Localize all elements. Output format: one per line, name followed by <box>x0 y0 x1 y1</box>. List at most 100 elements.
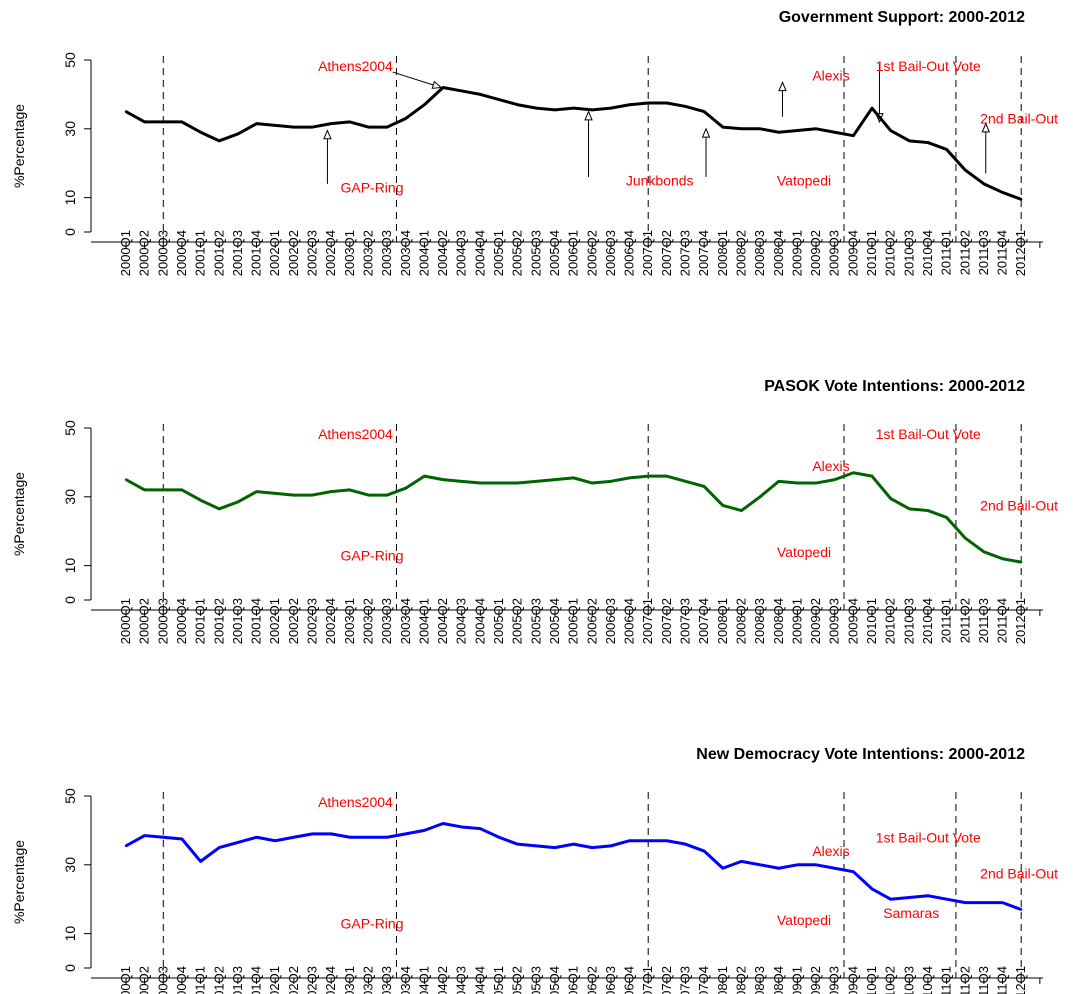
x-tick-label: 2010Q2 <box>883 230 898 276</box>
data-point <box>367 493 370 497</box>
data-point <box>441 478 445 481</box>
data-point <box>721 504 724 507</box>
data-point <box>609 844 613 848</box>
data-point <box>404 487 407 490</box>
x-tick-label: 2002Q4 <box>323 230 338 276</box>
x-tick-label: 2009Q2 <box>808 598 823 644</box>
x-tick-label: 2006Q3 <box>603 230 618 276</box>
data-point <box>908 507 911 511</box>
x-tick-label: 2008Q4 <box>771 966 786 994</box>
data-point <box>124 844 128 848</box>
data-point <box>852 134 855 137</box>
annotation-arrowhead <box>981 122 991 133</box>
data-point <box>329 832 333 836</box>
annotation-label: 1st Bail-Out Vote <box>876 426 981 442</box>
x-tick-label: 2011Q2 <box>957 966 972 994</box>
data-point <box>329 490 333 493</box>
x-tick-label: 2009Q3 <box>827 230 842 276</box>
data-point <box>199 499 202 502</box>
x-tick-label: 2008Q1 <box>715 230 730 276</box>
x-tick-label: 2004Q3 <box>454 230 469 276</box>
x-tick-label: 2009Q2 <box>808 230 823 276</box>
data-point <box>516 481 519 485</box>
x-tick-label: 2005Q1 <box>491 598 506 644</box>
x-tick-label: 2002Q3 <box>305 230 320 276</box>
data-point <box>889 497 892 500</box>
data-point <box>553 478 557 481</box>
data-point <box>348 488 351 492</box>
x-tick-label: 2006Q1 <box>566 230 581 276</box>
data-point <box>870 106 874 110</box>
data-point <box>609 480 613 483</box>
data-point <box>348 120 351 124</box>
data-point <box>814 481 818 485</box>
y-tick-label: 0 <box>62 228 78 236</box>
data-point <box>218 507 221 511</box>
y-tick-label: 10 <box>62 558 78 574</box>
data-point <box>535 844 538 848</box>
data-point <box>460 480 463 483</box>
series-line <box>125 86 1022 201</box>
x-tick-label: 2010Q4 <box>920 598 935 644</box>
x-tick-label: 2008Q1 <box>715 966 730 994</box>
x-tick-label: 2010Q1 <box>864 966 879 994</box>
data-point <box>441 86 445 89</box>
x-tick-label: 2002Q3 <box>305 598 320 644</box>
data-point <box>982 901 986 904</box>
data-point <box>535 480 538 483</box>
data-point <box>609 106 613 110</box>
data-point <box>348 836 351 839</box>
data-point <box>460 825 463 829</box>
x-tick-label: 2006Q2 <box>584 966 599 994</box>
x-tick-label: 2010Q3 <box>901 598 916 644</box>
x-tick-label: 2010Q1 <box>864 598 879 644</box>
data-point <box>218 139 221 143</box>
annotation-label: GAP-Ring <box>340 179 403 195</box>
x-tick-label: 2000Q3 <box>155 598 170 644</box>
data-point <box>852 471 855 474</box>
data-point <box>758 127 762 130</box>
data-point <box>292 125 296 129</box>
x-tick-label: 2000Q3 <box>155 230 170 276</box>
data-point <box>945 516 948 519</box>
data-point <box>647 101 650 105</box>
x-tick-label: 2004Q2 <box>435 966 450 994</box>
data-point <box>777 867 780 870</box>
data-point <box>684 480 687 483</box>
x-tick-label: 2003Q1 <box>342 230 357 276</box>
data-point <box>665 839 669 842</box>
x-tick-label: 2006Q4 <box>622 598 637 644</box>
annotation-label: 2nd Bail-Out <box>980 498 1058 514</box>
data-point <box>628 476 631 480</box>
data-point <box>329 122 333 125</box>
x-tick-label: 2002Q3 <box>305 966 320 994</box>
x-tick-label: 2004Q1 <box>416 966 431 994</box>
annotation-label: Vatopedi <box>777 912 831 928</box>
data-point <box>199 131 202 134</box>
data-point <box>647 839 650 842</box>
chart-panel-3: New Democracy Vote Intentions: 2000-2012… <box>11 746 1058 994</box>
data-point <box>367 836 370 839</box>
data-point <box>684 842 687 846</box>
x-tick-label: 2009Q1 <box>789 966 804 994</box>
data-point <box>124 478 128 481</box>
annotation-label: 2nd Bail-Out <box>980 111 1058 127</box>
data-point <box>833 867 836 870</box>
data-point <box>740 860 743 863</box>
data-point <box>572 842 575 846</box>
x-tick-label: 2002Q4 <box>323 966 338 994</box>
x-tick-label: 2002Q2 <box>286 966 301 994</box>
data-point <box>143 834 146 837</box>
data-point <box>721 125 724 129</box>
data-point <box>591 481 594 485</box>
x-tick-label: 2001Q2 <box>211 230 226 276</box>
x-tick-label: 2012Q1 <box>1013 966 1028 994</box>
x-tick-label: 2000Q4 <box>174 966 189 994</box>
x-tick-label: 2009Q2 <box>808 966 823 994</box>
y-tick-label: 30 <box>62 121 78 137</box>
x-tick-label: 2012Q1 <box>1013 598 1028 644</box>
x-tick-label: 2005Q3 <box>528 230 543 276</box>
chart-panel-2: PASOK Vote Intentions: 2000-2012 %Percent… <box>11 378 1058 644</box>
data-point <box>143 488 146 492</box>
